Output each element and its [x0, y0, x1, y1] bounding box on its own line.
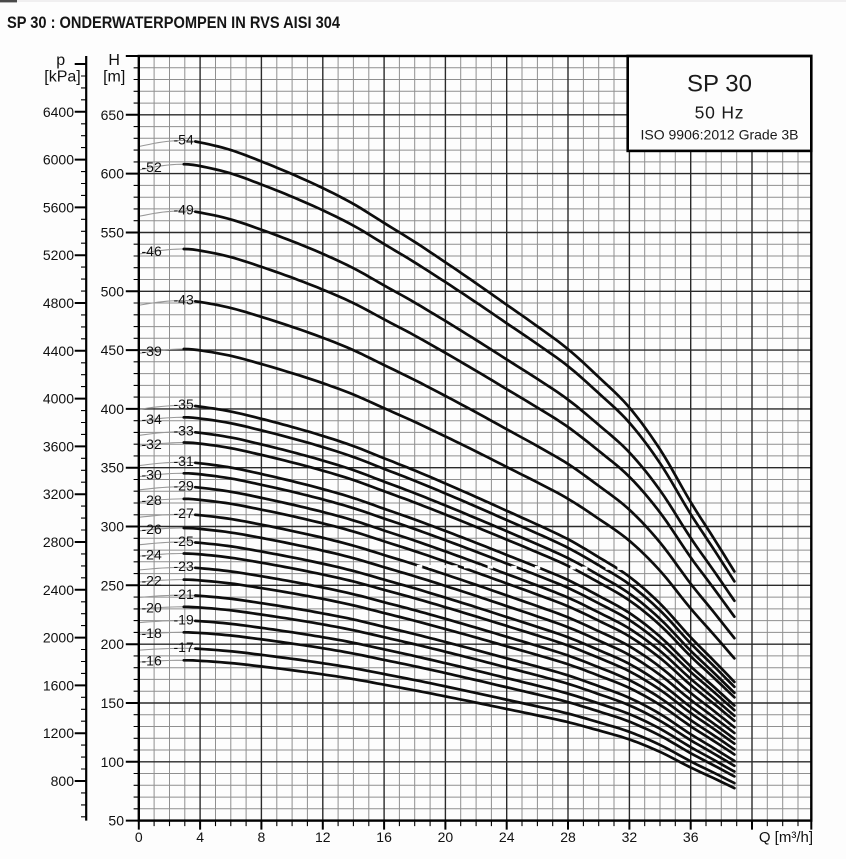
svg-text:32: 32	[622, 829, 638, 845]
svg-text:1200: 1200	[43, 725, 74, 741]
svg-text:-49: -49	[174, 202, 194, 218]
svg-text:-28: -28	[142, 492, 162, 508]
svg-text:SP 30 : ONDERWATERPOMPEN IN RV: SP 30 : ONDERWATERPOMPEN IN RVS AISI 304	[7, 14, 340, 32]
svg-text:-31: -31	[174, 453, 194, 469]
svg-text:2400: 2400	[43, 582, 74, 598]
svg-text:p: p	[56, 52, 65, 69]
svg-text:3200: 3200	[43, 486, 74, 502]
svg-text:2800: 2800	[43, 534, 74, 550]
svg-text:8: 8	[258, 829, 266, 845]
svg-text:-22: -22	[142, 572, 162, 588]
svg-text:350: 350	[101, 460, 125, 476]
svg-text:-16: -16	[142, 653, 162, 669]
svg-text:0: 0	[135, 829, 143, 845]
svg-text:[m]: [m]	[103, 69, 125, 86]
svg-text:-32: -32	[142, 436, 162, 452]
svg-text:-39: -39	[142, 343, 162, 359]
svg-text:5600: 5600	[43, 199, 74, 215]
svg-text:100: 100	[101, 754, 125, 770]
svg-text:Q [m³/h]: Q [m³/h]	[759, 829, 813, 846]
svg-text:-25: -25	[174, 533, 194, 549]
svg-text:3600: 3600	[43, 438, 74, 454]
svg-text:250: 250	[101, 577, 125, 593]
svg-text:-30: -30	[142, 467, 162, 483]
svg-text:-21: -21	[174, 586, 194, 602]
svg-text:200: 200	[101, 636, 125, 652]
svg-text:4800: 4800	[43, 295, 74, 311]
svg-text:-33: -33	[174, 423, 194, 439]
svg-text:-34: -34	[142, 411, 162, 427]
svg-text:28: 28	[560, 829, 576, 845]
svg-text:800: 800	[51, 773, 75, 789]
svg-text:24: 24	[499, 829, 515, 845]
svg-text:16: 16	[376, 829, 392, 845]
svg-text:36: 36	[683, 829, 699, 845]
svg-text:-29: -29	[174, 478, 194, 494]
svg-text:300: 300	[101, 519, 125, 535]
svg-text:6400: 6400	[43, 104, 74, 120]
svg-text:12: 12	[315, 829, 331, 845]
svg-text:500: 500	[101, 283, 125, 299]
svg-text:2000: 2000	[43, 630, 74, 646]
svg-text:6000: 6000	[43, 152, 74, 168]
svg-text:-19: -19	[174, 611, 194, 627]
svg-text:50 Hz: 50 Hz	[695, 103, 745, 123]
svg-text:600: 600	[101, 166, 125, 182]
svg-text:[kPa]: [kPa]	[44, 69, 80, 86]
svg-text:150: 150	[101, 695, 125, 711]
svg-text:4400: 4400	[43, 343, 74, 359]
svg-text:-17: -17	[174, 639, 194, 655]
svg-text:-43: -43	[174, 291, 194, 307]
svg-text:-26: -26	[142, 521, 162, 537]
svg-text:-18: -18	[142, 625, 162, 641]
svg-text:SP 30: SP 30	[687, 71, 752, 98]
svg-text:4000: 4000	[43, 391, 74, 407]
svg-text:-46: -46	[142, 243, 162, 259]
svg-text:H: H	[108, 52, 120, 69]
svg-text:-23: -23	[174, 558, 194, 574]
svg-text:-27: -27	[174, 505, 194, 521]
svg-text:-24: -24	[142, 546, 162, 562]
svg-text:1600: 1600	[43, 677, 74, 693]
svg-text:-20: -20	[142, 600, 162, 616]
svg-text:ISO 9906:2012 Grade 3B: ISO 9906:2012 Grade 3B	[641, 127, 799, 143]
svg-text:20: 20	[438, 829, 454, 845]
svg-text:-35: -35	[174, 396, 194, 412]
svg-text:4: 4	[196, 829, 204, 845]
svg-text:450: 450	[101, 342, 125, 358]
svg-text:5200: 5200	[43, 247, 74, 263]
svg-text:-54: -54	[174, 131, 194, 147]
svg-text:400: 400	[101, 401, 125, 417]
svg-text:550: 550	[101, 225, 125, 241]
svg-text:50: 50	[108, 813, 124, 829]
svg-text:650: 650	[101, 107, 125, 123]
svg-text:-52: -52	[142, 159, 162, 175]
